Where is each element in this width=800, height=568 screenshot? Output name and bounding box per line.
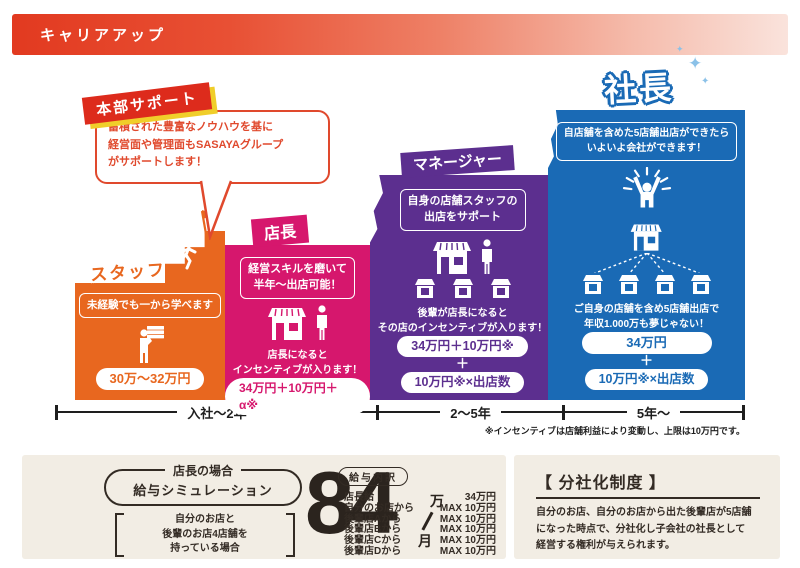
incentive-footnote: ※インセンティブは店舗利益により変動し、上限は10万円です。 <box>484 426 745 436</box>
branch-dashed-lines <box>593 252 700 274</box>
title-underline <box>536 497 760 499</box>
president-salary-pill-1: 34万円 <box>581 332 712 355</box>
stage-title-president: 社長 <box>603 69 676 109</box>
president-desc: ご自身の店舗を含め5店舗出店で 年収1.000万も夢じゃない！ <box>573 304 720 331</box>
breakdown-row: 自分のお店から MAX 10万円 <box>344 502 496 514</box>
breakdown-label: 給与内訳 <box>338 467 408 486</box>
president-note-box: 自店舗を含めた5店舗出店ができたら いよいよ会社ができます！ <box>555 122 738 161</box>
simulation-amount-unit: 万 月 <box>418 491 444 551</box>
stage-block-president: 自店舗を含めた5店舗出店ができたら いよいよ会社ができます！ <box>548 110 745 400</box>
store-icon <box>630 224 662 251</box>
president-salary-pill-2: 10万円※×出店数 <box>584 368 709 390</box>
runner-icon <box>179 239 197 270</box>
cheering-person-icon <box>622 167 671 208</box>
mini-store-icon <box>582 275 603 295</box>
mini-store-icon <box>490 278 511 298</box>
stage-title-staff: スタッフ <box>89 260 167 285</box>
hq-support-bubble-text: 蓄積された豊富なノウハウを基に 経営面や管理面もSASAYAグループ がサポート… <box>108 121 284 169</box>
bracket-left <box>115 513 124 557</box>
tencho-salary-pill: 34万円＋10万円＋α※ <box>225 377 370 416</box>
plus-sign: ＋ <box>455 356 469 372</box>
timeline-tick <box>562 404 565 420</box>
box-carrier-icon <box>140 326 164 364</box>
timeline-axis: 入社～2年 2～5年 5年～ <box>55 403 745 422</box>
timeline-tick <box>742 404 745 420</box>
subsidiary-body: 自分のお店、自分のお店から出た後輩店が5店舗 になった時点で、分社化し子会社の社… <box>536 507 752 551</box>
timeline-segment: 5年～ <box>565 403 743 422</box>
simulation-title: 給与シミュレーション <box>133 483 273 498</box>
mini-store-icon <box>452 278 473 298</box>
breakdown-table: 店長給 34万円 自分のお店から MAX 10万円 後輩店Aから MAX 10万円 後… <box>344 492 496 558</box>
person-icon <box>316 305 327 340</box>
breakdown-row: 後輩店Bから MAX 10万円 <box>344 524 496 536</box>
simulation-condition-text: 自分のお店と 後輩のお店4店舗を 持っている場合 <box>162 514 248 555</box>
simulation-case-label: 店長の場合 <box>164 462 242 479</box>
store-icon <box>267 307 306 340</box>
person-icon <box>481 239 492 274</box>
bracket-right <box>286 513 295 557</box>
header-bar: キャリアアップ <box>12 14 788 55</box>
breakdown-row: 後輩店Aから MAX 10万円 <box>344 513 496 525</box>
timeline-tick <box>376 404 379 420</box>
unit-month: 月 <box>418 533 432 549</box>
stage-title-manager: マネージャー <box>400 145 515 178</box>
mini-store-icon <box>690 275 711 295</box>
stage-block-tencho: 経営スキルを磨いて 半年～出店可能！ 店長になると インセンティブが入ります！ … <box>225 245 370 416</box>
stage-block-staff: 未経験でも一から学べます 30万～32万円 <box>75 283 225 400</box>
timeline-period-label: 5年～ <box>636 405 671 421</box>
simulation-label-box: 店長の場合 給与シミュレーション <box>104 462 302 506</box>
mini-stores-row <box>413 277 513 299</box>
breakdown-row: 店長給 34万円 <box>344 492 496 503</box>
subsidiary-title: 【 分社化制度 】 <box>536 475 666 492</box>
breakdown-row: 後輩店Dから MAX 10万円 <box>344 545 496 557</box>
tencho-note-box: 経営スキルを磨いて 半年～出店可能！ <box>240 257 355 299</box>
sparkle-icon: ✦ <box>688 54 703 73</box>
subsidiary-system-panel: 【 分社化制度 】 自分のお店、自分のお店から出た後輩店が5店舗 になった時点で… <box>514 455 780 559</box>
mini-store-icon <box>618 275 639 295</box>
salary-simulation-panel: 店長の場合 給与シミュレーション 自分のお店と 後輩のお店4店舗を 持っている場… <box>22 455 506 559</box>
staff-salary-pill: 30万～32万円 <box>95 367 205 390</box>
staff-note-box: 未経験でも一から学べます <box>79 293 221 319</box>
manager-note-box: 自身の店舗スタッフの 出店をサポート <box>399 189 526 231</box>
stage-title-tencho: 店長 <box>250 214 310 248</box>
timeline-tick <box>55 404 58 420</box>
climber-icon <box>363 181 372 211</box>
unit-man: 万 <box>430 493 444 509</box>
manager-salary-pill-1: 34万円＋10万円※ <box>397 335 528 358</box>
mini-stores-row <box>581 273 713 295</box>
speech-bubble-tail <box>199 180 233 240</box>
breakdown-row: 後輩店Cから MAX 10万円 <box>344 535 496 547</box>
plus-sign: ＋ <box>639 353 653 369</box>
timeline-period-label: 2～5年 <box>450 405 491 421</box>
climber-icon <box>540 117 549 147</box>
store-icon <box>432 241 471 274</box>
page-title: キャリアアップ <box>40 27 167 44</box>
simulation-condition: 自分のお店と 後輩のお店4店舗を 持っている場合 <box>115 513 295 557</box>
stage-block-manager: 自身の店舗スタッフの 出店をサポート <box>370 175 555 400</box>
timeline-segment: 2～5年 <box>379 403 562 422</box>
manager-desc: 後輩が店長になると その店のインセンティブが入ります！ <box>377 307 548 334</box>
simulation-amount: 84 <box>305 453 398 552</box>
hq-support-bubble: 蓄積された豊富なノウハウを基に 経営面や管理面もSASAYAグループ がサポート… <box>95 110 330 184</box>
tencho-desc: 店長になると インセンティブが入ります！ <box>232 349 363 376</box>
mini-store-icon <box>654 275 675 295</box>
sparkle-icon: ✦ <box>676 44 684 54</box>
manager-salary-pill-2: 10万円※×出店数 <box>400 371 525 394</box>
mini-store-icon <box>414 278 435 298</box>
sparkle-icon: ✦ <box>701 76 710 87</box>
